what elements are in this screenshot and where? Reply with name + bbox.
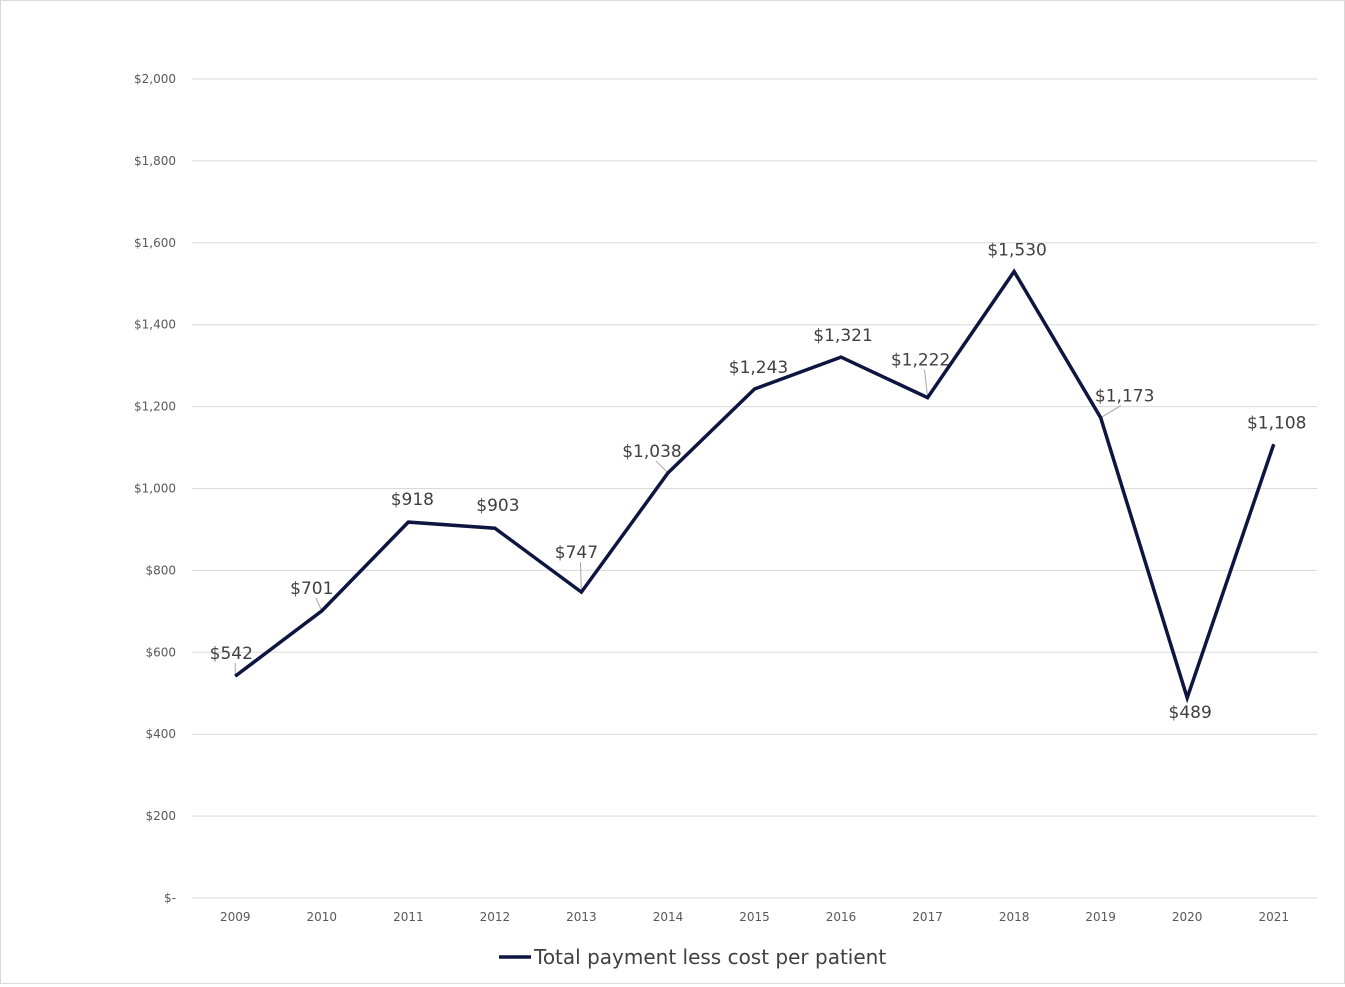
x-tick-label: 2017 [912,910,943,924]
data-point [1013,270,1015,272]
x-axis-tick-labels: 2009 2010 2011 2012 2013 2014 2015 2016 2017 2018… [220,910,1289,924]
series-line [234,268,1276,704]
x-tick-label: 2013 [566,910,597,924]
data-labels: $542 $701 $918 $903 $747 $1,038 $1,243 $1,321 $1… [210,240,1307,722]
data-point [754,388,755,390]
data-label: $1,222 [891,351,950,371]
y-tick-label: $600 [145,645,176,659]
data-label: $1,243 [729,358,788,378]
legend: Total payment less cost per patient [499,945,886,969]
series-layer [234,268,1276,704]
data-label: $1,321 [813,326,872,346]
data-point [927,397,929,399]
data-point [321,610,323,612]
data-point [580,591,582,593]
x-tick-label: 2011 [393,910,424,924]
data-point [667,472,669,474]
leader-line [1100,405,1121,419]
data-label: $918 [391,490,434,510]
y-tick-label: $1,600 [134,236,176,250]
y-tick-label: $800 [145,563,176,577]
data-point [840,356,842,358]
gridlines [192,78,1317,899]
x-tick-label: 2009 [220,910,251,924]
data-point [1186,697,1188,699]
data-label: $1,530 [987,240,1046,260]
y-axis-tick-labels: $- $200 $400 $600 $800 $1,000 $1,200 $1,400 $1,6… [134,72,176,905]
y-tick-label: $2,000 [134,72,176,86]
data-label: $1,173 [1095,387,1154,407]
data-point [234,675,236,677]
data-label: $701 [290,579,333,599]
data-point [494,527,496,529]
data-label: $1,038 [622,442,681,462]
x-tick-label: 2014 [653,910,684,924]
y-tick-label: $400 [145,727,176,741]
leader-line [924,369,929,398]
data-label: $542 [210,644,253,664]
data-label: $903 [476,496,519,516]
data-point [407,521,409,523]
leader-line [655,460,669,474]
x-tick-label: 2020 [1172,910,1203,924]
x-tick-label: 2021 [1258,910,1289,924]
y-tick-label: $200 [145,809,176,823]
y-tick-label: $1,000 [134,482,176,496]
x-tick-label: 2019 [1085,910,1116,924]
x-tick-label: 2016 [826,910,857,924]
leader-line [579,562,582,593]
data-label-leader-lines [234,369,1121,677]
y-tick-label: $- [164,891,176,905]
data-label: $1,108 [1247,413,1306,433]
x-tick-label: 2012 [480,910,511,924]
y-tick-label: $1,200 [134,400,176,414]
y-tick-label: $1,800 [134,154,176,168]
y-tick-label: $1,400 [134,318,176,332]
x-tick-label: 2010 [307,910,338,924]
data-point [1273,443,1275,445]
data-label: $747 [555,543,598,563]
x-tick-label: 2015 [739,910,770,924]
data-point [1100,417,1102,419]
leader-line [315,597,323,612]
data-label: $489 [1169,703,1212,723]
legend-label: Total payment less cost per patient [533,945,886,969]
x-tick-label: 2018 [999,910,1030,924]
